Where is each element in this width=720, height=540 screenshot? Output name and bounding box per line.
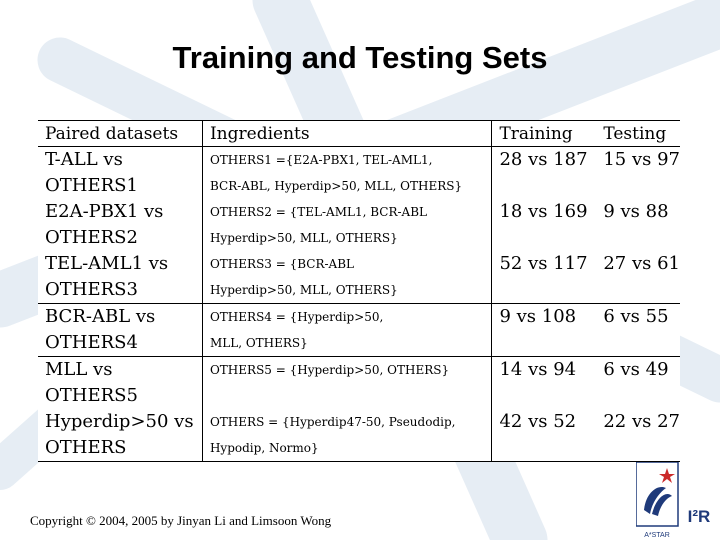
testing-count: 22 vs 27	[603, 411, 680, 432]
ingredients-line: OTHERS3 = {BCR-ABL	[209, 257, 355, 271]
table-header-row: Paired datasets Ingredients Training Tes…	[38, 120, 680, 147]
paired-dataset-name: Hyperdip>50 vs	[45, 411, 194, 432]
training-count: 14 vs 94	[499, 359, 577, 380]
table-row: T-ALL vs OTHERS1 OTHERS1 ={E2A-PBX1, TEL-…	[38, 146, 680, 199]
ingredients-line: OTHERS1 ={E2A-PBX1, TEL-AML1,	[209, 153, 433, 167]
paired-dataset-name: T-ALL vs	[45, 149, 123, 170]
ingredients-line: Hypodip, Normo}	[209, 441, 319, 455]
logo-label: I²R	[688, 507, 711, 526]
ingredients-line: OTHERS4 = {Hyperdip>50,	[209, 310, 384, 324]
paired-dataset-name: BCR-ABL vs	[45, 306, 156, 327]
astar-i2r-logo: A*STAR I²R	[636, 462, 711, 539]
table-row: BCR-ABL vs OTHERS4 OTHERS4 = {Hyperdip>50…	[38, 303, 680, 357]
paired-dataset-name: E2A-PBX1 vs	[45, 201, 164, 222]
ingredients-line: OTHERS = {Hyperdip47-50, Pseudodip,	[209, 415, 456, 429]
ingredients-line: OTHERS2 = {TEL-AML1, BCR-ABL	[209, 205, 427, 219]
datasets-table-container: Paired datasets Ingredients Training Tes…	[38, 120, 680, 462]
testing-count: 27 vs 61	[603, 253, 680, 274]
paired-dataset-other: OTHERS	[45, 437, 127, 458]
table-row: E2A-PBX1 vs OTHERS2 OTHERS2 = {TEL-AML1, …	[38, 199, 680, 251]
paired-dataset-other: OTHERS5	[45, 385, 138, 406]
header-paired-datasets: Paired datasets	[45, 123, 179, 144]
training-count: 28 vs 187	[499, 149, 588, 170]
paired-dataset-other: OTHERS4	[45, 332, 138, 353]
header-ingredients: Ingredients	[201, 120, 493, 147]
paired-dataset-other: OTHERS2	[45, 227, 138, 248]
ingredients-line: MLL, OTHERS}	[209, 336, 308, 350]
ingredients-line: Hyperdip>50, MLL, OTHERS}	[209, 231, 398, 245]
training-count: 9 vs 108	[499, 306, 577, 327]
table-row: MLL vs OTHERS5 OTHERS5 = {Hyperdip>50, OT…	[38, 356, 680, 409]
paired-dataset-other: OTHERS3	[45, 279, 138, 300]
training-count: 52 vs 117	[499, 253, 588, 274]
testing-count: 6 vs 49	[603, 359, 669, 380]
paired-dataset-name: MLL vs	[45, 359, 113, 380]
ingredients-line: OTHERS5 = {Hyperdip>50, OTHERS}	[209, 363, 450, 377]
ingredients-line: Hyperdip>50, MLL, OTHERS}	[209, 283, 398, 297]
testing-count: 15 vs 97	[603, 149, 680, 170]
copyright-footer: Copyright © 2004, 2005 by Jinyan Li and …	[30, 513, 332, 528]
logo-subtext: A*STAR	[644, 532, 670, 539]
testing-count: 9 vs 88	[603, 201, 669, 222]
ingredients-line: BCR-ABL, Hyperdip>50, MLL, OTHERS}	[209, 179, 463, 193]
paired-dataset-name: TEL-AML1 vs	[45, 253, 169, 274]
table-row: TEL-AML1 vs OTHERS3 OTHERS3 = {BCR-ABL Hyp…	[38, 251, 680, 304]
testing-count: 6 vs 55	[603, 306, 669, 327]
table-row: Hyperdip>50 vs OTHERS OTHERS = {Hyperdip4…	[38, 409, 680, 462]
header-testing: Testing	[603, 123, 667, 144]
training-count: 18 vs 169	[499, 201, 588, 222]
slide-title: Training and Testing Sets	[172, 40, 548, 75]
header-training: Training	[499, 123, 573, 144]
training-count: 42 vs 52	[499, 411, 577, 432]
datasets-table: Paired datasets Ingredients Training Tes…	[38, 120, 680, 462]
paired-dataset-other: OTHERS1	[45, 175, 138, 196]
